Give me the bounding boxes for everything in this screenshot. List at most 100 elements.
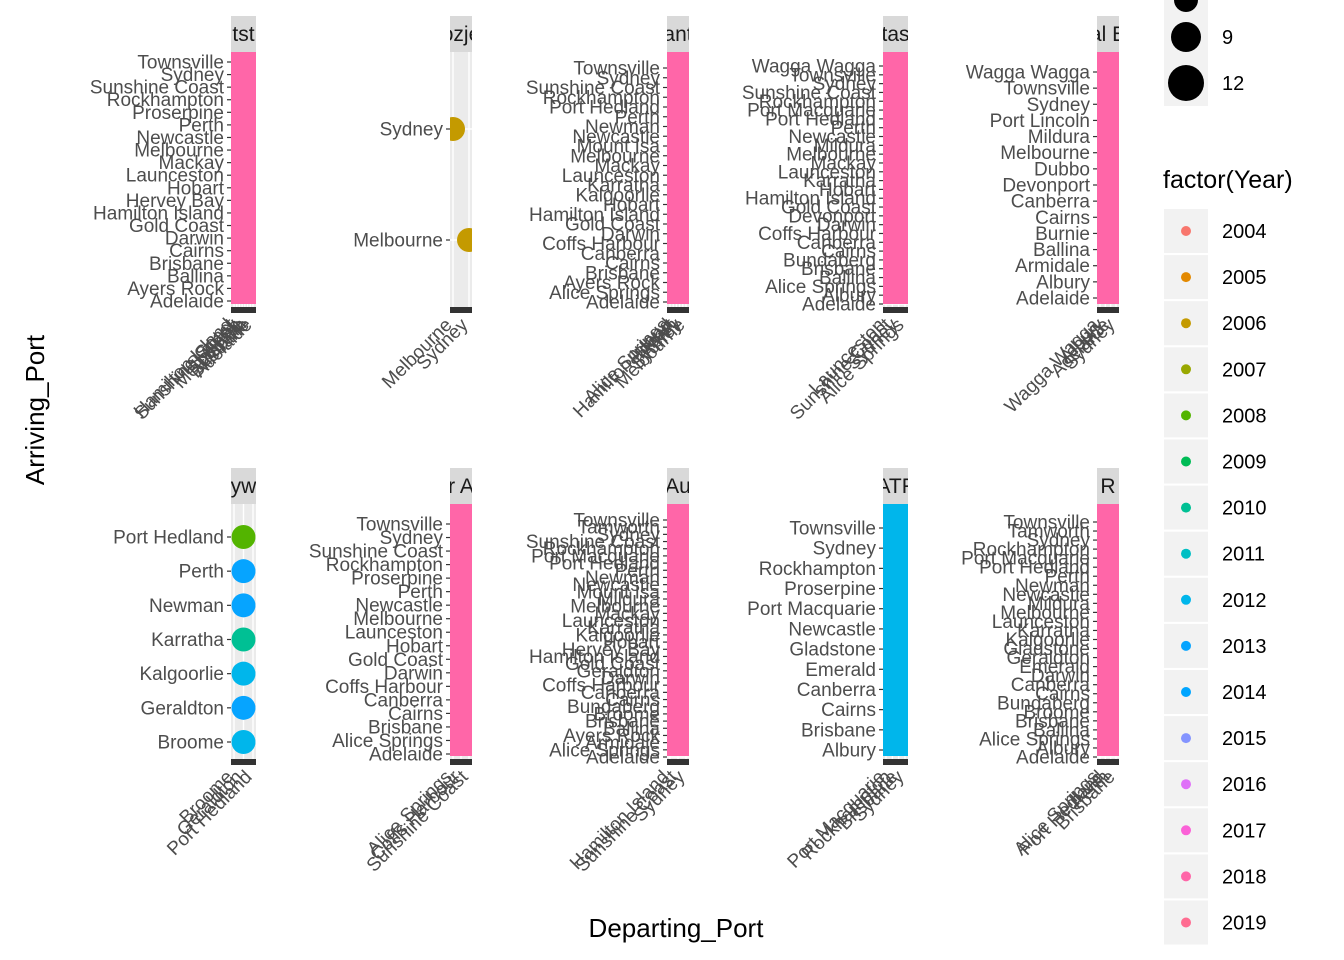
x-axis-band: [450, 759, 472, 765]
y-tick-label: Alice Springs: [549, 283, 660, 304]
y-tick-label: Mildura: [1028, 127, 1091, 148]
y-tick-label: Perth: [1045, 567, 1090, 588]
x-axis-band: [1097, 307, 1119, 313]
data-point: [457, 228, 472, 252]
y-tick-label: Canberra: [581, 683, 661, 704]
facet-strip: [1097, 16, 1119, 52]
y-tick-label: Sydney: [1027, 95, 1091, 116]
x-axis-band: [883, 759, 908, 765]
y-tick-label: Broome: [1023, 702, 1090, 723]
facet-panel: ATFTownsvilleSydneyRockhamptonProserpine…: [747, 468, 909, 873]
y-tick-label: Ayers Rock: [563, 726, 660, 747]
y-tick-label: Melbourne: [1000, 143, 1090, 164]
color-legend-dot: [1181, 502, 1191, 513]
y-tick-label: Newcastle: [572, 575, 660, 596]
facet-strip: [231, 468, 256, 504]
data-point: [231, 730, 256, 754]
y-tick-label: Devonport: [1002, 176, 1090, 197]
color-legend-label: 2015: [1222, 728, 1267, 750]
y-tick-label: Townsville: [789, 519, 876, 540]
y-tick-label: Cairns: [1035, 684, 1090, 705]
y-tick-label: Cairns: [605, 690, 660, 711]
y-tick-label: Adelaide: [369, 745, 443, 766]
y-tick-label: Mildura: [814, 136, 877, 157]
x-axis-band: [1097, 759, 1119, 765]
color-legend-label: 2006: [1222, 313, 1267, 335]
y-tick-label: Melbourne: [353, 609, 443, 630]
y-tick-label: Hobart: [167, 178, 225, 199]
color-legend-label: 2004: [1222, 221, 1267, 243]
facet-strip: [1097, 468, 1119, 504]
legend: 9 12 factor(Year) 2004 2005 2006 2007 2008 2009 2…: [1163, 0, 1293, 945]
facet-strip-label: R: [1100, 475, 1115, 498]
y-tick-label: Launceston: [562, 166, 660, 187]
data-point: [231, 593, 256, 618]
y-tick-label: Adelaide: [1016, 289, 1090, 310]
y-tick-label: Coffs Harbour: [542, 234, 661, 255]
color-legend-label: 2010: [1222, 498, 1267, 520]
y-tick-label: Cairns: [1035, 208, 1090, 229]
y-tick-label: Coffs Harbour: [325, 677, 444, 698]
y-tick-label: Hamilton Island: [745, 189, 876, 210]
dense-points-fill: [450, 504, 472, 756]
y-tick-label: Rockhampton: [759, 559, 876, 580]
y-tick-label: Kalgoorlie: [140, 664, 225, 685]
facet-panel: R TownsvilleTamworthSydneyRockhamptonPort…: [961, 468, 1120, 860]
y-tick-label: Hobart: [603, 633, 661, 654]
facet-strip: [450, 468, 472, 504]
y-tick-label: Melbourne: [134, 141, 224, 162]
y-tick-label: Townsville: [573, 511, 660, 532]
data-point: [231, 661, 256, 686]
y-tick-label: Bundaberg: [567, 697, 660, 718]
y-tick-label: Gold Coast: [348, 650, 444, 671]
y-tick-label: Brisbane: [1015, 711, 1090, 732]
y-tick-label: Brisbane: [585, 712, 660, 733]
y-tick-label: Alice Springs: [765, 277, 876, 298]
y-tick-label: Alice Springs: [332, 731, 443, 752]
y-tick-label: Adelaide: [802, 295, 876, 316]
y-tick-label: Albury: [822, 741, 876, 762]
facet-strip-label: yw: [231, 475, 258, 498]
y-tick-label: Sydney: [597, 68, 661, 89]
facet-strip-label: Au: [665, 475, 691, 498]
color-legend-dot: [1181, 779, 1191, 790]
y-tick-label: Dubbo: [1034, 159, 1090, 180]
size-legend-label: 9: [1222, 27, 1233, 49]
color-legend-dot: [1181, 733, 1191, 744]
color-legend-dot: [1181, 548, 1191, 559]
y-tick-label: Coffs Harbour: [542, 676, 661, 697]
y-tick-label: Hervey Bay: [562, 640, 661, 661]
y-tick-label: Ballina: [167, 266, 224, 287]
color-legend-label: 2013: [1222, 636, 1267, 658]
y-tick-label: Newman: [1015, 576, 1090, 597]
y-tick-label: Newman: [585, 568, 660, 589]
y-tick-label: Brisbane: [801, 259, 876, 280]
color-legend-dot: [1181, 272, 1191, 283]
y-tick-label: Devonport: [788, 206, 876, 227]
y-tick-label: Cairns: [605, 254, 660, 275]
y-tick-label: Port Hedland: [549, 554, 660, 575]
y-tick-label: Townsville: [137, 53, 224, 74]
y-tick-label: Cairns: [169, 241, 224, 262]
y-tick-label: Bundaberg: [997, 693, 1090, 714]
y-tick-label: Rockhampton: [759, 92, 876, 113]
y-tick-label: Rockhampton: [543, 539, 660, 560]
y-tick-label: Melbourne: [570, 597, 660, 618]
y-tick-label: Canberra: [364, 690, 444, 711]
y-tick-label: Kalgoorlie: [576, 185, 661, 206]
y-tick-label: Canberra: [1011, 192, 1091, 213]
y-tick-label: Proserpine: [351, 569, 443, 590]
color-legend-dot: [1181, 687, 1191, 697]
color-legend-label: 2016: [1222, 774, 1267, 796]
color-legend-label: 2018: [1222, 866, 1267, 888]
color-legend-label: 2009: [1222, 452, 1267, 474]
y-tick-label: Hobart: [386, 636, 444, 657]
y-tick-label: Mount Isa: [577, 582, 661, 603]
y-tick-label: Cairns: [821, 242, 876, 263]
y-tick-label: Townsville: [1003, 79, 1090, 100]
color-legend-label: 2011: [1222, 544, 1265, 566]
y-tick-label: Rockhampton: [326, 555, 443, 576]
data-point: [231, 525, 256, 549]
